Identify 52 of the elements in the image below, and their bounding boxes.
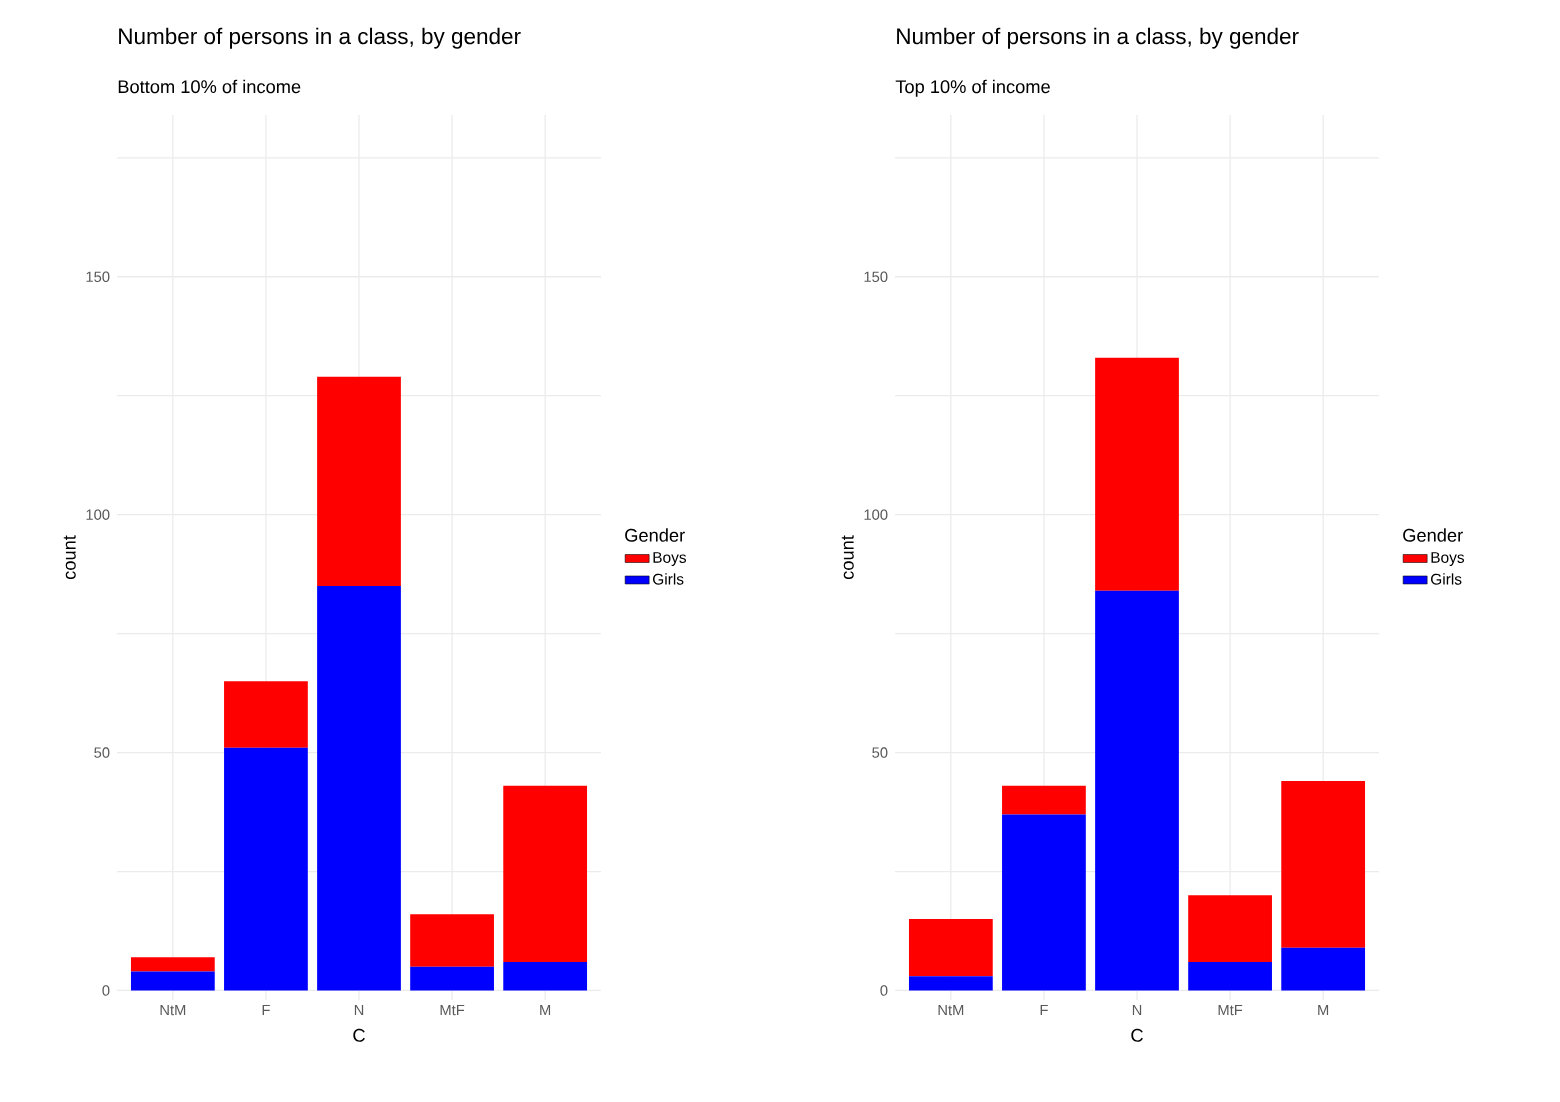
x-tick-label: F — [1040, 1004, 1048, 1016]
bar — [317, 586, 401, 991]
y-tick-label: 50 — [94, 747, 110, 758]
y-tick-label: 0 — [880, 985, 888, 996]
legend-title: Gender — [625, 528, 685, 542]
legend-label: Boys — [653, 552, 687, 566]
bar — [1002, 785, 1086, 815]
bar — [1002, 814, 1086, 991]
chart-subtitle: Top 10% of income — [895, 79, 1050, 97]
x-tick-label: MtF — [1218, 1004, 1243, 1016]
bar — [224, 747, 308, 991]
x-tick-label: M — [540, 1004, 551, 1016]
x-tick-label: NtM — [938, 1004, 964, 1016]
chart-subtitle: Bottom 10% of income — [118, 79, 301, 94]
y-tick-label: 100 — [86, 509, 110, 520]
bar — [503, 961, 588, 991]
bar — [410, 914, 494, 967]
bar — [1188, 895, 1272, 962]
bar — [130, 957, 215, 972]
legend-title: Gender — [1403, 528, 1463, 542]
y-axis-title: count — [63, 535, 76, 580]
legend-label: Boys — [1431, 552, 1465, 566]
y-tick-label: 100 — [864, 509, 888, 520]
y-tick-label: 50 — [872, 747, 888, 758]
x-tick-label: N — [354, 1004, 364, 1016]
bar — [317, 376, 401, 587]
legend-label: Girls — [653, 573, 684, 585]
bar — [224, 681, 308, 748]
bar — [908, 919, 993, 977]
x-tick-label: F — [262, 1004, 270, 1016]
bar — [908, 976, 993, 991]
bar — [410, 966, 494, 991]
y-tick-label: 150 — [864, 271, 888, 282]
chart-title: Number of persons in a class, by gender — [897, 27, 1299, 49]
bar — [130, 971, 215, 991]
chart-title: Number of persons in a class, by gender — [119, 27, 521, 49]
y-tick-label: 0 — [102, 985, 110, 996]
x-axis-title: C — [1131, 1028, 1143, 1042]
bar — [1095, 357, 1179, 591]
x-axis-title: C — [353, 1028, 365, 1042]
x-tick-label: M — [1318, 1004, 1329, 1016]
bar — [1188, 961, 1272, 991]
x-tick-label: MtF — [440, 1004, 465, 1016]
bar — [1095, 590, 1179, 991]
y-tick-label: 150 — [86, 271, 110, 282]
bar — [503, 785, 588, 962]
y-axis-title: count — [841, 535, 854, 580]
legend-label: Girls — [1431, 573, 1462, 585]
bar — [1281, 781, 1366, 948]
x-tick-label: NtM — [160, 1004, 186, 1016]
x-tick-label: N — [1132, 1004, 1142, 1016]
bar — [1281, 947, 1366, 991]
